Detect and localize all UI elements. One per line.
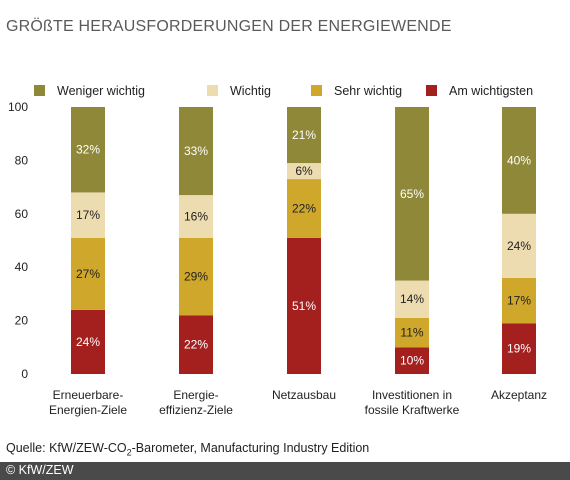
bars: 24% 27% 17% 32% 22% 29% 16% 33% 51% 22% 6% 21% 10% 11… — [71, 107, 536, 374]
data-label: 22% — [184, 338, 208, 352]
legend-item: Am wichtigsten — [426, 84, 533, 98]
bar-segment — [395, 107, 429, 281]
bar-segment — [287, 179, 321, 238]
x-axis-labels: Erneuerbare-Energien-Ziele Energie-effizi… — [49, 388, 547, 417]
bar-stack: 22% 29% 16% 33% — [179, 107, 213, 374]
x-category-label: fossile Kraftwerke — [365, 403, 460, 417]
data-label: 40% — [507, 153, 531, 167]
data-label: 29% — [184, 270, 208, 284]
bar-segment — [179, 195, 213, 238]
legend-swatch — [426, 85, 437, 96]
bar-segment — [287, 237, 321, 374]
y-tick-label: 80 — [15, 153, 29, 167]
bar-segment — [502, 323, 536, 374]
y-tick-label: 20 — [15, 314, 29, 328]
data-label: 32% — [76, 143, 100, 157]
x-category-label: effizienz-Ziele — [159, 403, 233, 417]
data-label: 6% — [295, 164, 313, 178]
bar-segment — [395, 280, 429, 318]
bar-segment — [179, 237, 213, 316]
legend-label: Weniger wichtig — [57, 84, 145, 98]
x-category-label: Netzausbau — [272, 388, 336, 402]
bar-stack: 24% 27% 17% 32% — [71, 107, 105, 374]
y-tick-label: 40 — [15, 260, 29, 274]
x-category-label: Energien-Ziele — [49, 403, 127, 417]
data-label: 11% — [400, 326, 423, 340]
bar-segment — [71, 309, 105, 374]
legend-swatch — [207, 85, 218, 96]
bar-stack: 51% 22% 6% 21% — [287, 107, 321, 374]
data-label: 24% — [507, 239, 531, 253]
bar-segment — [71, 237, 105, 310]
bar-segment — [287, 163, 321, 180]
x-category-label: Erneuerbare- — [53, 388, 124, 402]
y-tick-label: 0 — [21, 367, 28, 381]
data-label: 22% — [292, 201, 316, 215]
data-label: 10% — [400, 354, 424, 368]
bar-segment — [502, 213, 536, 278]
stacked-bar-chart: Weniger wichtig Wichtig Sehr wichtig Am wic… — [8, 84, 547, 417]
data-label: 17% — [76, 208, 100, 222]
source-prefix: Quelle: KfW/ZEW-CO — [6, 441, 127, 455]
data-label: 65% — [400, 187, 424, 201]
bar-segment — [502, 277, 536, 324]
chart-title: GRÖßTE HERAUSFORDERUNGEN DER ENERGIEWEND… — [6, 18, 452, 35]
legend-item: Weniger wichtig — [34, 84, 145, 98]
y-tick-label: 100 — [8, 100, 28, 114]
footer-bar: © KfW/ZEW — [0, 462, 570, 480]
source-note: Quelle: KfW/ZEW-CO2-Barometer, Manufactu… — [6, 441, 369, 458]
bar-stack: 19% 17% 24% 40% — [502, 107, 536, 374]
data-label: 21% — [292, 128, 316, 142]
bar-segment — [179, 315, 213, 374]
legend-swatch — [34, 85, 45, 96]
data-label: 24% — [76, 335, 100, 349]
source-suffix: -Barometer, Manufacturing Industry Editi… — [131, 441, 370, 455]
bar-segment — [287, 107, 321, 164]
source-subscript: 2 — [126, 447, 132, 458]
bar-segment — [395, 347, 429, 374]
legend-label: Sehr wichtig — [334, 84, 402, 98]
x-category-label: Investitionen in — [372, 388, 452, 402]
data-label: 19% — [507, 342, 531, 356]
data-label: 16% — [184, 209, 208, 223]
bar-segment — [502, 107, 536, 214]
bar-segment — [395, 317, 429, 348]
legend: Weniger wichtig Wichtig Sehr wichtig Am wic… — [34, 84, 533, 98]
bar-segment — [179, 107, 213, 196]
y-axis: 0 20 40 60 80 100 — [8, 100, 28, 381]
bar-segment — [71, 107, 105, 193]
legend-item: Wichtig — [207, 84, 271, 98]
bar-segment — [71, 192, 105, 238]
legend-label: Am wichtigsten — [449, 84, 533, 98]
data-label: 14% — [400, 292, 424, 306]
data-label: 51% — [292, 299, 316, 313]
legend-swatch — [311, 85, 322, 96]
x-category-label: Energie- — [173, 388, 218, 402]
y-tick-label: 60 — [15, 207, 29, 221]
x-category-label: Akzeptanz — [491, 388, 547, 402]
legend-item: Sehr wichtig — [311, 84, 402, 98]
copyright-text: © KfW/ZEW — [6, 463, 74, 477]
bar-stack: 10% 11% 14% 65% — [395, 107, 429, 374]
data-label: 33% — [184, 144, 208, 158]
legend-label: Wichtig — [230, 84, 271, 98]
data-label: 27% — [76, 267, 100, 281]
data-label: 17% — [507, 294, 531, 308]
